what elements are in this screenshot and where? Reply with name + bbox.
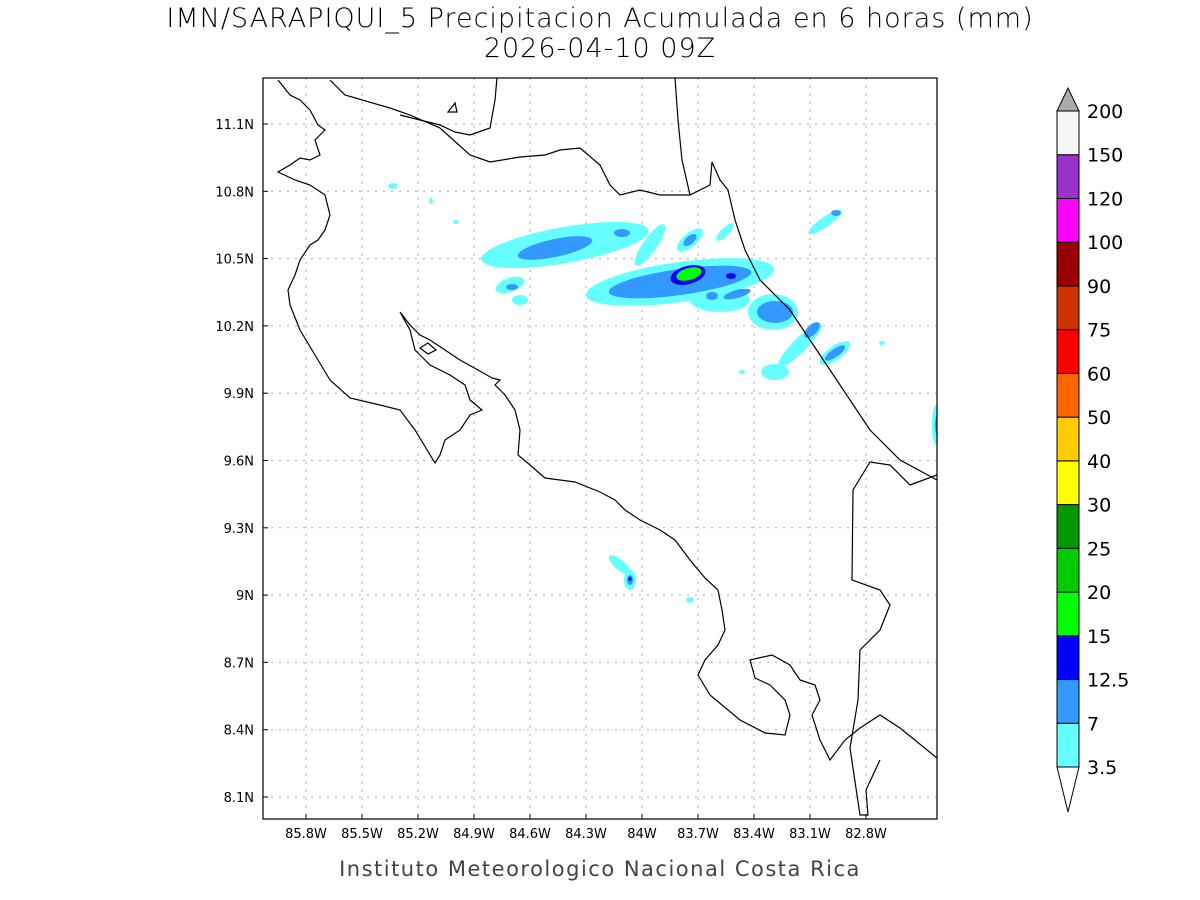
colorbar-label: 75 xyxy=(1087,320,1111,342)
colorbar-swatch xyxy=(1056,154,1080,199)
lon-tick-label: 83.7W xyxy=(677,827,719,842)
coastlines xyxy=(276,78,937,816)
grid-lines xyxy=(263,78,937,819)
colorbar-swatch xyxy=(1056,591,1080,637)
lat-tick-label: 9.9N xyxy=(224,387,254,402)
map-frame xyxy=(262,77,938,820)
colorbar-swatch xyxy=(1056,197,1080,243)
colorbar-label: 30 xyxy=(1087,495,1111,517)
island xyxy=(418,342,438,355)
colorbar-label: 200 xyxy=(1087,101,1123,123)
colorbar-over-triangle xyxy=(1056,86,1080,112)
precipitation-contours xyxy=(388,183,937,603)
colorbar-label: 15 xyxy=(1087,626,1111,648)
colorbar-swatch xyxy=(1056,547,1080,593)
lat-tick-label: 10.8N xyxy=(215,185,254,200)
lon-tick-label: 85.8W xyxy=(285,827,327,842)
lon-tick-label: 85.5W xyxy=(341,827,383,842)
map-title: IMN/SARAPIQUI_5 Precipitacion Acumulada … xyxy=(166,3,1034,34)
lat-tick-label: 9N xyxy=(236,589,254,604)
lake-nicaragua-shore xyxy=(399,78,498,136)
lat-tick-label: 8.4N xyxy=(224,724,254,739)
panama-border xyxy=(849,461,937,816)
colorbar-label: 150 xyxy=(1087,145,1123,167)
map-subtitle: 2026-04-10 09Z xyxy=(483,33,717,64)
colorbar-swatch xyxy=(1056,110,1080,156)
colorbar-label: 20 xyxy=(1087,582,1111,604)
island xyxy=(446,101,458,113)
pacific-coastline xyxy=(276,79,937,762)
colorbar-swatch xyxy=(1056,241,1080,287)
colorbar-swatch xyxy=(1056,372,1080,418)
colorbar-swatch xyxy=(1056,635,1080,681)
colorbar-label: 40 xyxy=(1087,451,1111,473)
colorbar-under-triangle xyxy=(1056,766,1080,813)
colorbar-label: 90 xyxy=(1087,276,1111,298)
colorbar-label: 3.5 xyxy=(1087,757,1117,779)
footer-credit: Instituto Meteorologico Nacional Costa R… xyxy=(339,857,861,881)
colorbar-label: 7 xyxy=(1087,713,1099,735)
colorbar-swatch xyxy=(1056,722,1080,768)
caribbean-coastline xyxy=(329,79,937,481)
colorbar-swatch xyxy=(1056,460,1080,506)
lat-tick-label: 11.1N xyxy=(215,118,254,133)
colorbar-label: 60 xyxy=(1087,363,1111,385)
lon-tick-label: 82.8W xyxy=(845,827,887,842)
colorbar-swatch xyxy=(1056,416,1080,462)
lon-tick-label: 84.9W xyxy=(453,827,495,842)
colorbar-label: 12.5 xyxy=(1087,670,1129,692)
lat-tick-label: 10.2N xyxy=(215,320,254,335)
lon-tick-label: 85.2W xyxy=(397,827,439,842)
colorbar-swatch xyxy=(1056,329,1080,374)
lat-tick-label: 8.7N xyxy=(224,656,254,671)
lon-tick-label: 83.1W xyxy=(789,827,831,842)
lon-tick-label: 84.3W xyxy=(565,827,607,842)
colorbar: 3.5 7 12.5 15 20 25 30 40 50 60 75 90 100 120 150 200 xyxy=(1056,86,1129,813)
colorbar-label: 25 xyxy=(1087,538,1111,560)
colorbar-swatch xyxy=(1056,504,1080,549)
lon-tick-label: 83.4W xyxy=(733,827,775,842)
lon-tick-label: 84.6W xyxy=(509,827,551,842)
colorbar-label: 120 xyxy=(1087,188,1123,210)
colorbar-label: 100 xyxy=(1087,232,1123,254)
lat-tick-label: 9.6N xyxy=(224,455,254,470)
lat-tick-label: 8.1N xyxy=(224,791,254,806)
nicaragua-border xyxy=(674,78,691,196)
colorbar-swatch xyxy=(1056,679,1080,724)
lat-tick-label: 9.3N xyxy=(224,522,254,537)
colorbar-swatch xyxy=(1056,285,1080,331)
colorbar-label: 50 xyxy=(1087,407,1111,429)
lon-tick-label: 84W xyxy=(627,827,657,842)
lat-tick-label: 10.5N xyxy=(215,253,254,268)
